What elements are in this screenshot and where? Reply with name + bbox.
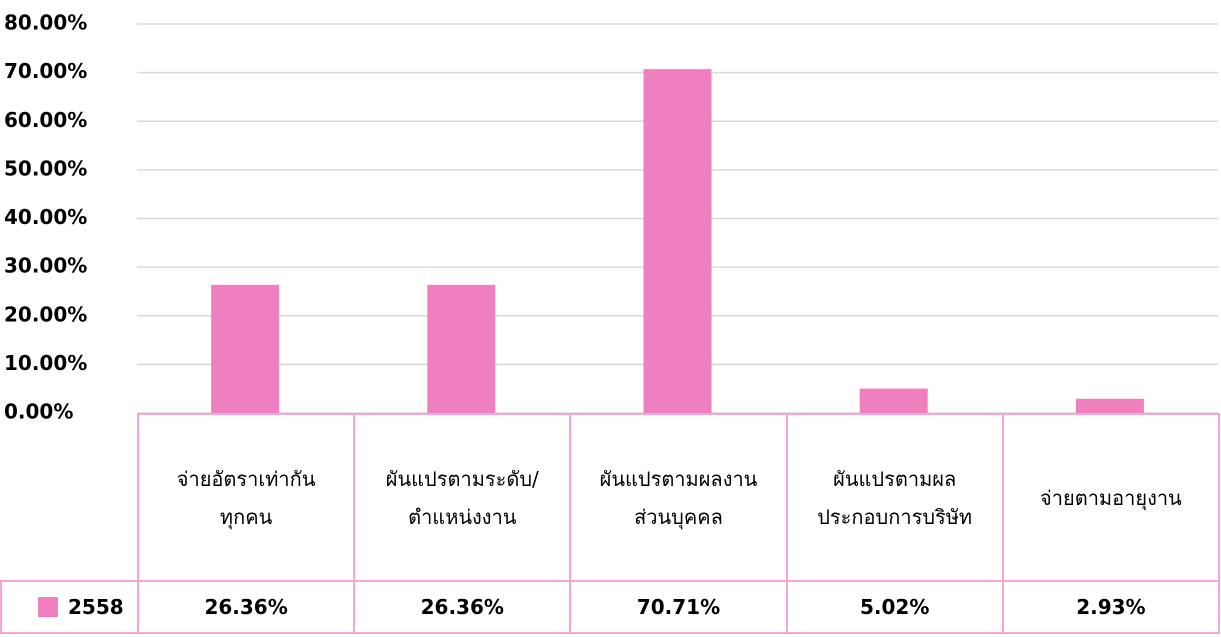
category-cell: ผันแปรตามผลงานส่วนบุคคล [569, 413, 788, 582]
bar [1075, 398, 1144, 413]
bar [643, 69, 712, 414]
value-cell: 5.02% [785, 580, 1004, 634]
y-tick-label: 50.00% [4, 156, 87, 180]
legend-label: 2558 [68, 595, 124, 619]
value-cell: 26.36% [353, 580, 572, 634]
legend-swatch [38, 597, 58, 617]
y-tick-label: 80.00% [4, 11, 87, 35]
bar [211, 284, 280, 413]
category-cell: ผันแปรตามผลประกอบการบริษัท [785, 413, 1004, 582]
category-cell: จ่ายอัตราเท่ากันทุกคน [137, 413, 356, 582]
y-tick-label: 10.00% [4, 351, 87, 375]
y-tick-label: 40.00% [4, 205, 87, 229]
y-tick-label: 0.00% [4, 400, 73, 424]
y-tick-label: 30.00% [4, 254, 87, 278]
value-cell: 2.93% [1001, 580, 1220, 634]
value-cell: 26.36% [137, 580, 356, 634]
y-tick-label: 70.00% [4, 59, 87, 83]
y-tick-label: 60.00% [4, 108, 87, 132]
y-tick-label: 20.00% [4, 302, 87, 326]
value-cell: 70.71% [569, 580, 788, 634]
category-cell: ผันแปรตามระดับ/ตำแหน่งงาน [353, 413, 572, 582]
legend-cell: 2558 [0, 580, 139, 634]
bar [859, 388, 928, 413]
bar [427, 284, 496, 413]
category-cell: จ่ายตามอายุงาน [1001, 413, 1220, 582]
